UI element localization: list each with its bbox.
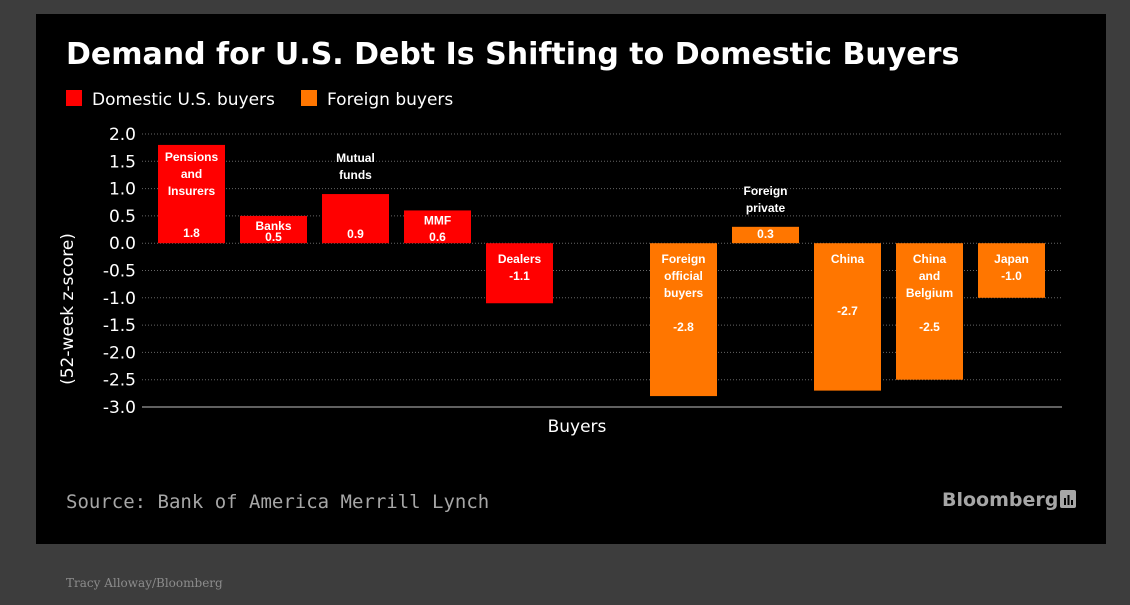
bars [158, 144, 1045, 397]
y-tick-label: -3.0 [103, 398, 136, 418]
bar-value-label: 0.3 [757, 227, 774, 241]
chart-title: Demand for U.S. Debt Is Shifting to Dome… [66, 37, 959, 72]
bar-category-label: Foreign [744, 184, 788, 198]
bar [404, 210, 471, 244]
bar-category-label: Foreign [662, 252, 706, 266]
bar [322, 194, 389, 244]
bloomberg-terminal-icon [1060, 490, 1076, 508]
y-tick-label: 2.0 [109, 125, 136, 145]
photo-credit: Tracy Alloway/Bloomberg [66, 576, 223, 590]
y-tick-label: -1.0 [103, 289, 136, 309]
bar-value-label: -2.7 [837, 304, 858, 318]
bar [650, 243, 717, 397]
y-tick-label: 0.0 [109, 234, 136, 254]
bar-category-label: funds [339, 168, 372, 182]
bar-value-label: -1.0 [1001, 269, 1022, 283]
y-tick-label: -0.5 [103, 262, 136, 282]
bar [732, 226, 799, 244]
bar-category-label: Japan [994, 252, 1029, 266]
chart-panel: Demand for U.S. Debt Is Shifting to Dome… [36, 14, 1106, 544]
bar-value-label: 0.6 [429, 230, 446, 244]
bar [978, 243, 1045, 298]
y-tick-label: 0.5 [109, 207, 136, 227]
bar-value-label: -2.5 [919, 320, 940, 334]
bar-category-label: Belgium [906, 286, 953, 300]
bar-category-label: private [746, 201, 786, 215]
legend-label-domestic: Domestic U.S. buyers [92, 90, 275, 110]
bar-value-label: -2.8 [673, 320, 694, 334]
bar-category-label: China [831, 252, 865, 266]
legend-label-foreign: Foreign buyers [327, 90, 453, 110]
bar [158, 144, 225, 244]
legend-swatch-foreign [301, 90, 317, 106]
bar-category-label: China [913, 252, 947, 266]
y-tick-label: 1.5 [109, 152, 136, 172]
bar-value-label: 0.5 [265, 230, 282, 244]
bar [814, 243, 881, 391]
bar [896, 243, 963, 380]
y-tick-label: 1.0 [109, 180, 136, 200]
bar-category-label: MMF [424, 213, 451, 227]
bar-value-label: -1.1 [509, 269, 530, 283]
bloomberg-logo: Bloomberg [942, 489, 1076, 511]
bar-category-label: Banks [255, 219, 291, 233]
y-axis-label: (52-week z-score) [58, 233, 78, 385]
bar-category-label: and [919, 269, 940, 283]
bar-category-label: and [181, 167, 202, 181]
x-axis-label: Buyers [548, 417, 607, 437]
bar-value-label: 1.8 [183, 226, 200, 240]
bar-chart: Demand for U.S. Debt Is Shifting to Dome… [58, 37, 1076, 513]
y-tick-label: -2.5 [103, 371, 136, 391]
y-tick-label: -1.5 [103, 316, 136, 336]
source-note: Source: Bank of America Merrill Lynch [66, 491, 489, 513]
bar-category-label: Pensions [165, 150, 219, 164]
bar-category-label: Insurers [168, 184, 216, 198]
legend-swatch-domestic [66, 90, 82, 106]
y-tick-label: -2.0 [103, 343, 136, 363]
bar-category-label: official [664, 269, 703, 283]
bar-category-label: buyers [664, 286, 704, 300]
brand-name: Bloomberg [942, 489, 1058, 511]
y-axis-ticks: 2.0 1.5 1.0 0.5 0.0 -0.5 -1.0 -1.5 -2.0 -2.5 -3.0 [103, 125, 136, 418]
bar-value-label: 0.9 [347, 227, 364, 241]
bar-category-label: Mutual [336, 151, 375, 165]
bar-category-label: Dealers [498, 252, 542, 266]
bar [486, 243, 553, 304]
bar [240, 215, 307, 244]
legend: Domestic U.S. buyers Foreign buyers [66, 90, 453, 110]
